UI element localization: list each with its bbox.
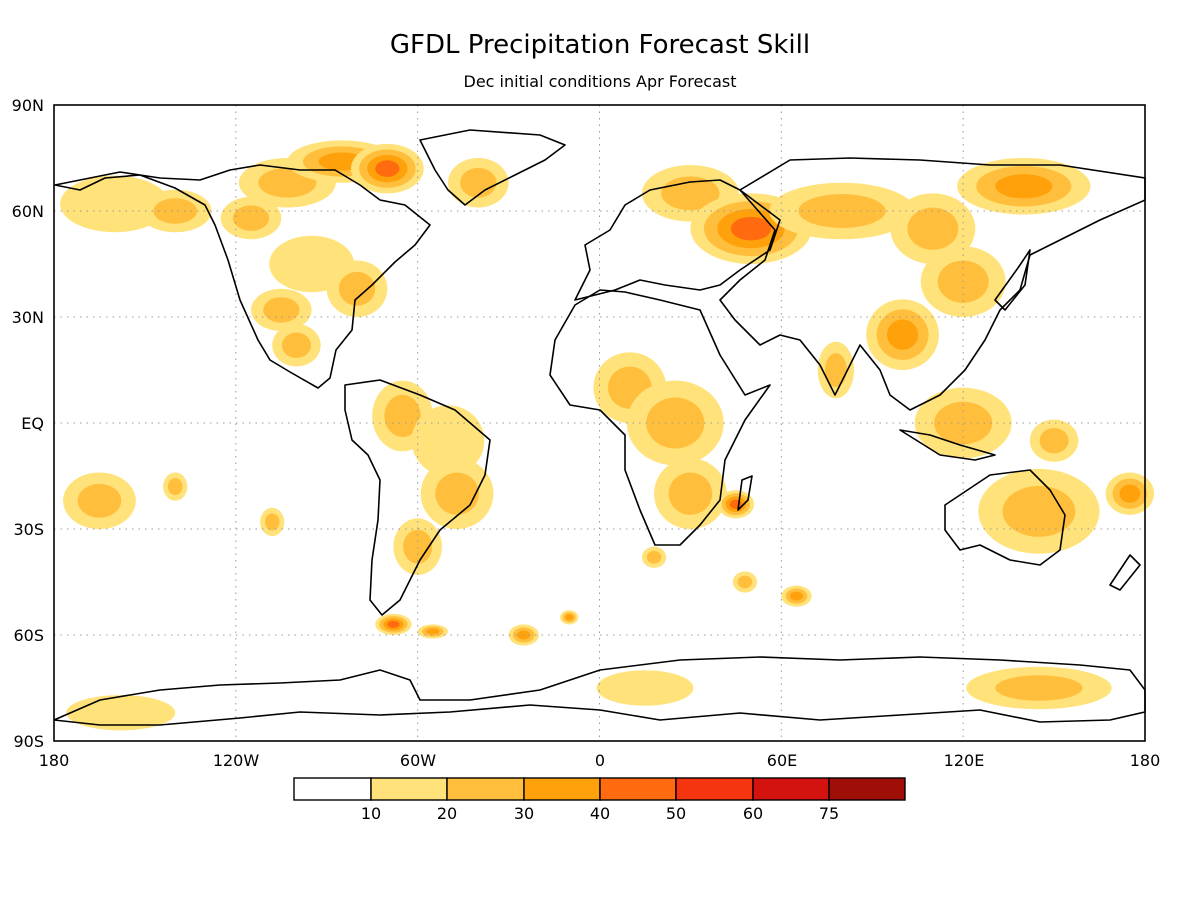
- skill-region: [596, 670, 694, 706]
- skill-region: [435, 472, 479, 515]
- colorbar-swatch: [370, 777, 448, 801]
- coastline-africa-europe: [549, 289, 771, 546]
- colorbar-swatch: [752, 777, 830, 801]
- coastline-antarctica: [53, 656, 1146, 726]
- coastline-south-america: [344, 379, 491, 616]
- longitude-axis: 180 120W 60W 0 60E 120E 180: [39, 751, 1161, 770]
- skill-region: [77, 483, 122, 518]
- skill-region: [565, 614, 574, 621]
- skill-region: [730, 216, 772, 241]
- skill-region: [1119, 484, 1141, 503]
- coastline-asia: [719, 157, 1146, 411]
- lon-tick-label: 180: [39, 751, 70, 770]
- coastline-indonesia: [899, 429, 996, 461]
- lat-tick-label: 60N: [12, 202, 44, 221]
- skill-region: [907, 207, 959, 250]
- skill-region: [886, 319, 919, 350]
- skill-region: [167, 478, 183, 496]
- skill-region: [995, 174, 1053, 199]
- skill-region: [460, 167, 497, 198]
- skill-region: [1039, 427, 1069, 454]
- coastlines: [53, 129, 1146, 726]
- coastline-europe: [574, 179, 781, 301]
- skill-region: [338, 271, 376, 306]
- colorbar-label: 60: [743, 804, 763, 823]
- colorbar-label: 20: [437, 804, 457, 823]
- map-title: GFDL Precipitation Forecast Skill: [390, 30, 810, 60]
- lat-tick-label: 90N: [12, 96, 44, 115]
- lat-tick-label: 90S: [13, 732, 44, 751]
- skill-region: [668, 472, 713, 515]
- colorbar-swatch: [446, 777, 525, 801]
- skill-region: [153, 198, 198, 224]
- skill-region: [264, 513, 280, 531]
- colorbar: 10 20 30 40 50 60 75: [293, 777, 906, 823]
- lat-tick-label: 60S: [13, 626, 44, 645]
- colorbar-label: 50: [666, 804, 686, 823]
- colorbar-label: 10: [361, 804, 381, 823]
- coastline-australia: [944, 469, 1066, 566]
- lon-tick-label: 60W: [400, 751, 436, 770]
- lon-tick-label: 0: [595, 751, 605, 770]
- colorbar-swatch: [293, 777, 372, 801]
- skill-region: [1002, 485, 1076, 537]
- skill-region: [789, 591, 803, 601]
- lon-tick-label: 120W: [213, 751, 260, 770]
- skill-region: [934, 401, 993, 445]
- skill-region: [411, 405, 485, 476]
- skill-region: [426, 628, 440, 635]
- skill-region: [232, 205, 270, 231]
- skill-region: [281, 332, 311, 358]
- skill-region: [66, 695, 176, 731]
- skill-region: [646, 550, 662, 564]
- colorbar-label: 40: [590, 804, 610, 823]
- coastline-new-zealand: [1109, 554, 1141, 591]
- skill-region: [375, 160, 400, 177]
- colorbar-swatch: [523, 777, 601, 801]
- plot-frame: [53, 104, 1146, 742]
- coastline-madagascar: [737, 475, 753, 511]
- coastline-japan: [994, 249, 1031, 311]
- lon-tick-label: 120E: [944, 751, 985, 770]
- colorbar-swatch: [599, 777, 677, 801]
- coastline-greenland: [419, 129, 566, 206]
- lat-tick-label: EQ: [21, 414, 44, 433]
- latitude-axis: 90N 60N 30N EQ 30S 60S 90S: [12, 96, 44, 751]
- skill-region: [646, 397, 705, 449]
- skill-region: [824, 353, 847, 387]
- coastline-north-america: [54, 164, 431, 389]
- skill-region: [517, 630, 531, 640]
- colorbar-swatch: [675, 777, 754, 801]
- skill-region: [737, 575, 753, 589]
- lon-tick-label: 60E: [767, 751, 797, 770]
- skill-region: [403, 529, 433, 564]
- lon-tick-label: 180: [1130, 751, 1161, 770]
- colorbar-label: 75: [819, 804, 839, 823]
- plot-area: [53, 104, 1155, 742]
- colorbar-label: 30: [514, 804, 534, 823]
- skill-region: [995, 675, 1083, 701]
- skill-region: [384, 394, 421, 438]
- skill-region: [263, 297, 300, 323]
- map-subtitle: Dec initial conditions Apr Forecast: [464, 72, 737, 91]
- lat-tick-label: 30S: [13, 520, 44, 539]
- colorbar-swatch: [828, 777, 906, 801]
- skill-region: [387, 620, 400, 628]
- lat-tick-label: 30N: [12, 308, 44, 327]
